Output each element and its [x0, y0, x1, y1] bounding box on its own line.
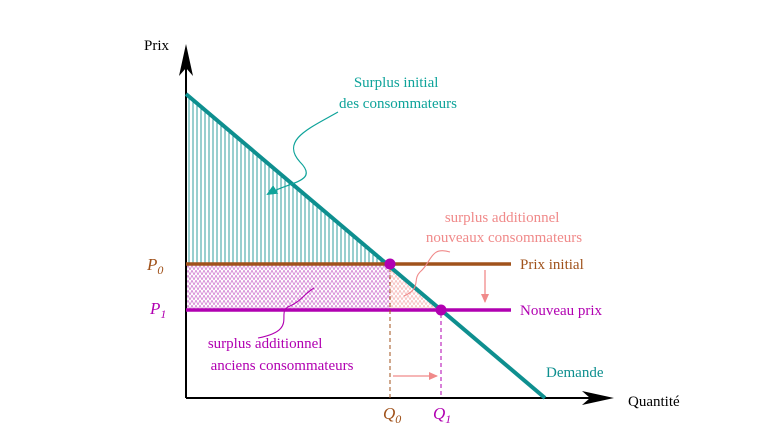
p0-label: P0 — [146, 255, 163, 277]
old-consumers-leader — [257, 287, 315, 339]
x-axis-label: Quantité — [628, 394, 680, 410]
q1-label: Q1 — [433, 404, 451, 426]
equilibrium-point-initial — [384, 258, 396, 270]
demand-label: Demande — [546, 365, 604, 381]
x-axis-arrowhead — [582, 391, 614, 405]
p1-label: P1 — [149, 299, 166, 321]
initial-price-label: Prix initial — [520, 257, 584, 273]
new-consumers-annotation: surplus additionnel nouveaux consommateu… — [426, 210, 582, 246]
new-price-label: Nouveau prix — [520, 303, 603, 319]
y-axis-label: Prix — [144, 38, 170, 54]
old-consumers-annotation: surplus additionnel anciens consommateur… — [208, 336, 354, 374]
consumer-surplus-annotation: Surplus initial des consommateurs — [339, 75, 457, 112]
q0-label: Q0 — [383, 404, 401, 426]
axes — [179, 44, 614, 405]
demand-curve — [184, 92, 547, 400]
equilibrium-point-new — [435, 304, 447, 316]
y-axis-arrowhead — [179, 44, 193, 76]
consumer-surplus-leader — [266, 111, 339, 196]
new-consumers-leader — [403, 250, 451, 297]
old-consumers-surplus-area — [186, 264, 390, 310]
